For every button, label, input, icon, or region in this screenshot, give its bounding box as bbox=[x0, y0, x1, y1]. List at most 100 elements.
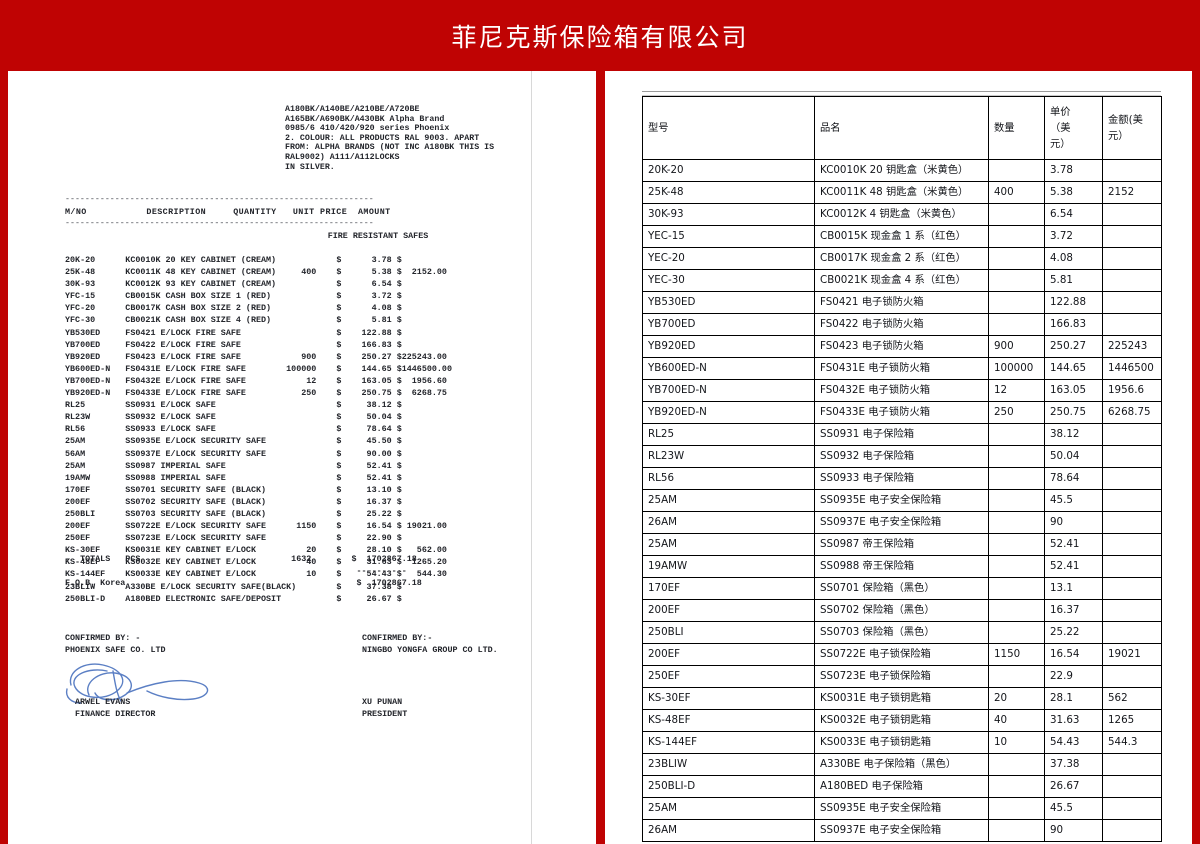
cell-model: 25AM bbox=[642, 797, 815, 820]
cell-product-name: FS0433E 电子锁防火箱 bbox=[814, 401, 989, 424]
cell-model: 30K-93 bbox=[642, 203, 815, 226]
cell-quantity bbox=[988, 269, 1045, 292]
cell-amount: 19021 bbox=[1102, 643, 1162, 666]
cell-unit-price: 166.83 bbox=[1044, 313, 1103, 336]
cell-quantity bbox=[988, 467, 1045, 490]
confirmed-by-right: CONFIRMED BY:- NINGBO YONGFA GROUP CO LT… bbox=[362, 633, 498, 656]
right-red-edge bbox=[1192, 71, 1200, 844]
cell-quantity bbox=[988, 753, 1045, 776]
cell-amount bbox=[1102, 665, 1162, 688]
cell-unit-price: 78.64 bbox=[1044, 467, 1103, 490]
signer-right-name: XU PUNAN bbox=[362, 697, 403, 707]
cell-unit-price: 37.38 bbox=[1044, 753, 1103, 776]
cell-product-name: CB0021K 现金盒 4 系（红色） bbox=[814, 269, 989, 292]
invoice-totals-block: - TOTALS PCS 1632 $ 1702867.18 ---------… bbox=[65, 554, 422, 589]
cell-amount bbox=[1102, 159, 1162, 182]
cell-amount bbox=[1102, 775, 1162, 798]
th-amount-line2: 元） bbox=[1108, 130, 1129, 142]
cell-amount: 225243 bbox=[1102, 335, 1162, 358]
table-row: 19AMW SS0988 帝王保险箱 52.41 bbox=[642, 555, 1162, 578]
table-row: 30K-93 KC0012K 4 钥匙盒（米黄色） 6.54 bbox=[642, 203, 1162, 226]
cell-product-name: SS0932 电子保险箱 bbox=[814, 445, 989, 468]
cell-product-name: SS0987 帝王保险箱 bbox=[814, 533, 989, 556]
header-red-band bbox=[0, 0, 1200, 71]
cell-product-name: SS0702 保险箱（黑色） bbox=[814, 599, 989, 622]
table-row: RL25 SS0931 电子保险箱 38.12 bbox=[642, 423, 1162, 446]
table-header-row: 型号 品名 数量 单价 （美 元） 金额(美 元） bbox=[642, 96, 1162, 160]
table-row: YEC-20 CB0017K 现金盒 2 系（红色） 4.08 bbox=[642, 247, 1162, 270]
cell-amount: 1265 bbox=[1102, 709, 1162, 732]
th-unit-price: 单价 （美 元） bbox=[1044, 96, 1103, 160]
scanned-invoice-document: A180BK/A140BE/A210BE/A720BE A165BK/A690B… bbox=[8, 71, 532, 844]
cell-amount bbox=[1102, 313, 1162, 336]
cell-amount bbox=[1102, 819, 1162, 842]
cell-product-name: SS0935E 电子安全保险箱 bbox=[814, 489, 989, 512]
rule-line-top: ----------------------------------------… bbox=[65, 195, 374, 204]
table-row: KS-30EF KS0031E 电子锁钥匙箱 20 28.1 562 bbox=[642, 687, 1162, 710]
handwritten-signature-icon bbox=[65, 663, 209, 704]
cell-quantity bbox=[988, 159, 1045, 182]
cell-product-name: CB0015K 现金盒 1 系（红色） bbox=[814, 225, 989, 248]
table-row: KS-48EF KS0032E 电子锁钥匙箱 40 31.63 1265 bbox=[642, 709, 1162, 732]
cell-product-name: FS0423 电子锁防火箱 bbox=[814, 335, 989, 358]
cell-product-name: SS0722E 电子锁保险箱 bbox=[814, 643, 989, 666]
cell-amount: 1446500 bbox=[1102, 357, 1162, 380]
table-row: YB700ED FS0422 电子锁防火箱 166.83 bbox=[642, 313, 1162, 336]
confirmed-by-right-label: CONFIRMED BY:- bbox=[362, 633, 433, 643]
cell-amount bbox=[1102, 225, 1162, 248]
cell-quantity bbox=[988, 225, 1045, 248]
cell-unit-price: 5.81 bbox=[1044, 269, 1103, 292]
cell-quantity: 20 bbox=[988, 687, 1045, 710]
cell-model: 25AM bbox=[642, 533, 815, 556]
cell-amount bbox=[1102, 489, 1162, 512]
cell-amount bbox=[1102, 511, 1162, 534]
section-title-fire-resistant-safes: FIRE RESISTANT SAFES bbox=[327, 231, 429, 241]
price-list-table: 型号 品名 数量 单价 （美 元） 金额(美 元） 20K-20 KC0010K … bbox=[642, 96, 1162, 842]
signature-block: CONFIRMED BY: - PHOENIX SAFE CO. LTD CON… bbox=[65, 633, 531, 760]
cell-unit-price: 90 bbox=[1044, 511, 1103, 534]
cell-model: YB530ED bbox=[642, 291, 815, 314]
table-row: 25AM SS0935E 电子安全保险箱 45.5 bbox=[642, 489, 1162, 512]
table-row: 26AM SS0937E 电子安全保险箱 90 bbox=[642, 819, 1162, 842]
cell-product-name: SS0937E 电子安全保险箱 bbox=[814, 511, 989, 534]
table-row: 25AM SS0987 帝王保险箱 52.41 bbox=[642, 533, 1162, 556]
cell-model: 250BLI-D bbox=[642, 775, 815, 798]
cell-amount: 6268.75 bbox=[1102, 401, 1162, 424]
cell-model: KS-48EF bbox=[642, 709, 815, 732]
cell-quantity: 40 bbox=[988, 709, 1045, 732]
table-row: YB700ED-N FS0432E 电子锁防火箱 12 163.05 1956.6 bbox=[642, 379, 1162, 402]
rule-line-bottom: ----------------------------------------… bbox=[65, 219, 374, 228]
cell-model: 250BLI bbox=[642, 621, 815, 644]
cell-unit-price: 144.65 bbox=[1044, 357, 1103, 380]
cell-amount bbox=[1102, 555, 1162, 578]
cell-unit-price: 50.04 bbox=[1044, 445, 1103, 468]
th-model: 型号 bbox=[642, 96, 815, 160]
cell-model: YB920ED bbox=[642, 335, 815, 358]
cell-product-name: A180BED 电子保险箱 bbox=[814, 775, 989, 798]
cell-unit-price: 38.12 bbox=[1044, 423, 1103, 446]
table-row: YB920ED FS0423 电子锁防火箱 900 250.27 225243 bbox=[642, 335, 1162, 358]
table-row: 25AM SS0935E 电子安全保险箱 45.5 bbox=[642, 797, 1162, 820]
signer-left: ARWEL EVANS FINANCE DIRECTOR bbox=[75, 697, 155, 720]
cell-quantity bbox=[988, 775, 1045, 798]
table-row: 200EF SS0702 保险箱（黑色） 16.37 bbox=[642, 599, 1162, 622]
cell-unit-price: 90 bbox=[1044, 819, 1103, 842]
table-body: 20K-20 KC0010K 20 钥匙盒（米黄色） 3.78 25K-48 KC001… bbox=[642, 159, 1162, 842]
table-row: YEC-15 CB0015K 现金盒 1 系（红色） 3.72 bbox=[642, 225, 1162, 248]
cell-model: RL23W bbox=[642, 445, 815, 468]
th-quantity: 数量 bbox=[988, 96, 1045, 160]
confirmed-by-left-company: PHOENIX SAFE CO. LTD bbox=[65, 644, 166, 655]
th-unit-price-line3: 元） bbox=[1050, 138, 1071, 150]
confirmed-by-left: CONFIRMED BY: - PHOENIX SAFE CO. LTD bbox=[65, 633, 166, 656]
cell-quantity: 12 bbox=[988, 379, 1045, 402]
cell-quantity bbox=[988, 291, 1045, 314]
cell-quantity bbox=[988, 533, 1045, 556]
cell-unit-price: 13.1 bbox=[1044, 577, 1103, 600]
cell-quantity bbox=[988, 313, 1045, 336]
cell-model: YB700ED-N bbox=[642, 379, 815, 402]
cell-product-name: SS0937E 电子安全保险箱 bbox=[814, 819, 989, 842]
cell-amount: 1956.6 bbox=[1102, 379, 1162, 402]
cell-amount: 544.3 bbox=[1102, 731, 1162, 754]
cell-quantity: 10 bbox=[988, 731, 1045, 754]
invoice-column-headers: M/NO DESCRIPTION QUANTITY UNIT PRICE AMO… bbox=[65, 207, 391, 217]
